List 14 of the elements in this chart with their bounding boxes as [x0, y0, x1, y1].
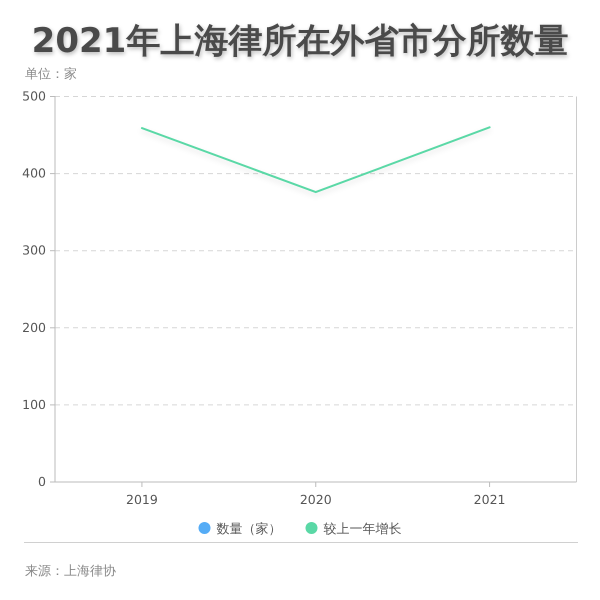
- y-tick-label: 200: [22, 320, 46, 335]
- y-tick-label: 500: [22, 88, 46, 104]
- y-tick-label: 300: [22, 242, 46, 258]
- x-tick-label: 2021: [474, 492, 506, 507]
- legend-label: 数量（家）: [216, 521, 282, 537]
- x-tick-label: 2020: [300, 492, 332, 507]
- y-tick-label: 0: [38, 474, 46, 489]
- chart-subtitle: 单位：家: [25, 66, 77, 82]
- x-tick-label: 2019: [126, 492, 158, 507]
- y-tick-label: 100: [22, 396, 46, 412]
- source-note: 来源：上海律协: [25, 564, 116, 579]
- y-tick-label: 400: [22, 166, 46, 181]
- legend-label: 较上一年增长: [324, 522, 402, 537]
- chart-title: 2021年上海律所在外省市分所数量: [32, 21, 568, 61]
